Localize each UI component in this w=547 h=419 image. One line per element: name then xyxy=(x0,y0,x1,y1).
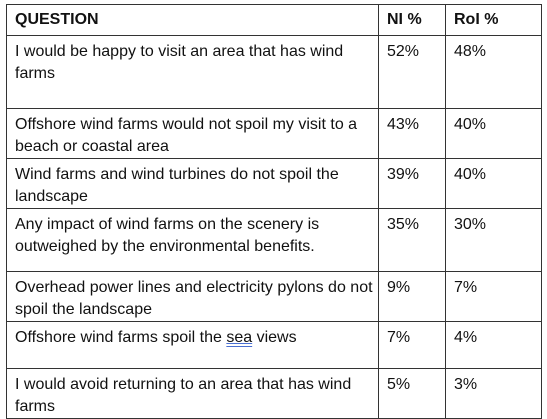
table-row: Offshore wind farms would not spoil my v… xyxy=(6,108,542,159)
roi-percent-cell: 7% xyxy=(445,271,542,322)
question-cell: Wind farms and wind turbines do not spoi… xyxy=(6,158,379,209)
roi-percent-cell: 40% xyxy=(445,108,542,159)
roi-percent-cell: 48% xyxy=(445,35,542,109)
survey-table-container: QUESTION NI % RoI % I would be happy to … xyxy=(6,4,542,419)
ni-percent-cell: 9% xyxy=(378,271,446,322)
table-row: I would be happy to visit an area that h… xyxy=(6,35,542,109)
table-header-row: QUESTION NI % RoI % xyxy=(6,4,542,36)
header-ni-percent: NI % xyxy=(378,4,446,36)
table-row: I would avoid returning to an area that … xyxy=(6,368,542,419)
question-text-suffix: views xyxy=(252,329,297,346)
question-cell: Offshore wind farms spoil the sea views xyxy=(6,321,379,369)
table-row: Offshore wind farms spoil the sea views … xyxy=(6,321,542,369)
table-row: Wind farms and wind turbines do not spoi… xyxy=(6,158,542,209)
ni-percent-cell: 35% xyxy=(378,208,446,272)
roi-percent-cell: 40% xyxy=(445,158,542,209)
header-question: QUESTION xyxy=(6,4,379,36)
table-row: Any impact of wind farms on the scenery … xyxy=(6,208,542,272)
survey-table: QUESTION NI % RoI % I would be happy to … xyxy=(6,4,542,419)
spellcheck-marked-word: sea xyxy=(226,329,253,346)
ni-percent-cell: 43% xyxy=(378,108,446,159)
header-roi-percent: RoI % xyxy=(445,4,542,36)
question-cell: Overhead power lines and electricity pyl… xyxy=(6,271,379,322)
ni-percent-cell: 5% xyxy=(378,368,446,419)
ni-percent-cell: 52% xyxy=(378,35,446,109)
roi-percent-cell: 3% xyxy=(445,368,542,419)
ni-percent-cell: 39% xyxy=(378,158,446,209)
roi-percent-cell: 4% xyxy=(445,321,542,369)
question-text-prefix: Offshore wind farms spoil the xyxy=(15,329,227,346)
table-row: Overhead power lines and electricity pyl… xyxy=(6,271,542,322)
question-cell: I would avoid returning to an area that … xyxy=(6,368,379,419)
roi-percent-cell: 30% xyxy=(445,208,542,272)
ni-percent-cell: 7% xyxy=(378,321,446,369)
question-cell: I would be happy to visit an area that h… xyxy=(6,35,379,109)
question-cell: Any impact of wind farms on the scenery … xyxy=(6,208,379,272)
question-cell: Offshore wind farms would not spoil my v… xyxy=(6,108,379,159)
